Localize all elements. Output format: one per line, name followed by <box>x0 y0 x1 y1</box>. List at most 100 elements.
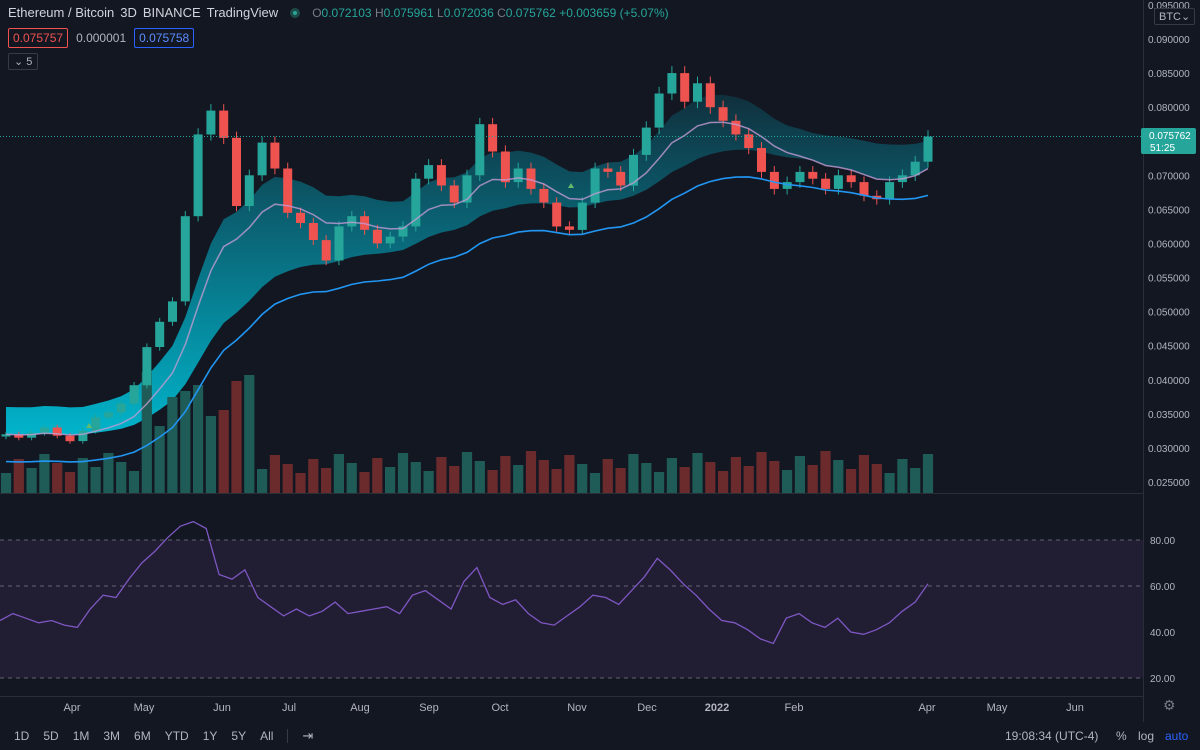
candle-body[interactable] <box>910 161 920 176</box>
candle-body[interactable] <box>693 83 702 102</box>
date-range-icon[interactable]: ⇥ <box>302 728 314 743</box>
candle-body[interactable] <box>372 229 382 244</box>
percent-toggle[interactable]: % <box>1116 729 1127 743</box>
candle-body[interactable] <box>846 175 856 183</box>
candle-body[interactable] <box>180 216 190 302</box>
market-status-icon[interactable] <box>290 7 301 18</box>
symbol-name[interactable]: Ethereum / Bitcoin <box>8 5 115 20</box>
candle-body[interactable] <box>885 182 895 200</box>
range-5y[interactable]: 5Y <box>231 729 247 743</box>
candle-body[interactable] <box>757 148 766 172</box>
candle-body[interactable] <box>129 385 139 404</box>
candle-body[interactable] <box>296 212 305 223</box>
range-3m[interactable]: 3M <box>103 729 121 743</box>
interval[interactable]: 3D <box>120 5 137 20</box>
range-5d[interactable]: 5D <box>43 729 59 743</box>
price-axis[interactable]: 0.0950000.0900000.0850000.0800000.075000… <box>1148 1 1190 489</box>
candle-body[interactable] <box>193 134 203 217</box>
candle-body[interactable] <box>552 202 562 227</box>
candle-body[interactable] <box>321 240 331 261</box>
candle-body[interactable] <box>308 223 318 240</box>
candle-body[interactable] <box>769 171 779 189</box>
candle-body[interactable] <box>219 110 229 138</box>
buy-button[interactable]: 0.075758 <box>134 28 195 48</box>
candle-body[interactable] <box>629 154 638 186</box>
candle-body[interactable] <box>270 142 280 169</box>
log-toggle[interactable]: log <box>1138 729 1155 743</box>
candle-body[interactable] <box>334 226 344 261</box>
rsi-indicator[interactable] <box>0 520 1143 679</box>
range-1y[interactable]: 1Y <box>202 729 218 743</box>
auto-toggle[interactable]: auto <box>1165 729 1189 743</box>
candle-body[interactable] <box>91 417 101 431</box>
candle-body[interactable] <box>244 175 254 206</box>
candle-body[interactable] <box>859 182 869 196</box>
range-1d[interactable]: 1D <box>14 729 30 743</box>
candle-body[interactable] <box>14 434 24 438</box>
price-pane[interactable] <box>0 0 1143 493</box>
candle-body[interactable] <box>500 151 510 183</box>
candle-body[interactable] <box>795 171 805 183</box>
candle-body[interactable] <box>513 168 523 183</box>
candle-body[interactable] <box>705 83 715 108</box>
candle-body[interactable] <box>603 168 613 172</box>
candle-body[interactable] <box>821 178 831 189</box>
candle-body[interactable] <box>449 185 459 203</box>
candle-body[interactable] <box>577 202 587 230</box>
candle-body[interactable] <box>667 73 677 94</box>
volume-bar <box>871 464 882 493</box>
range-ytd[interactable]: YTD <box>164 729 189 743</box>
clock[interactable]: 19:08:34 (UTC-4) <box>1005 729 1099 743</box>
candle-body[interactable] <box>39 427 49 434</box>
candle-body[interactable] <box>462 175 472 203</box>
indicators-collapse-button[interactable]: ⌄ 5 <box>8 53 39 70</box>
candle-body[interactable] <box>833 175 843 189</box>
candle-body[interactable] <box>616 171 626 186</box>
candle-body[interactable] <box>104 412 113 418</box>
candle-body[interactable] <box>1 434 11 437</box>
candle-body[interactable] <box>52 427 62 436</box>
candle-body[interactable] <box>206 110 216 135</box>
candle-body[interactable] <box>718 107 728 121</box>
sell-button[interactable]: 0.075757 <box>8 28 69 48</box>
candle-body[interactable] <box>65 435 75 442</box>
candle-body[interactable] <box>283 168 293 213</box>
candle-body[interactable] <box>232 137 241 206</box>
gear-icon[interactable]: ⚙ <box>1163 697 1176 713</box>
candle-body[interactable] <box>782 182 792 189</box>
range-1m[interactable]: 1M <box>72 729 90 743</box>
candle-body[interactable] <box>385 236 395 244</box>
candlestick-series[interactable] <box>1 66 933 444</box>
candle-body[interactable] <box>808 171 818 179</box>
candle-body[interactable] <box>142 347 152 386</box>
candle-body[interactable] <box>744 134 754 148</box>
volume-bar <box>525 451 537 493</box>
range-all[interactable]: All <box>260 729 274 743</box>
candle-body[interactable] <box>155 321 165 347</box>
candle-body[interactable] <box>257 142 267 176</box>
candle-body[interactable] <box>590 168 600 203</box>
candle-body[interactable] <box>680 73 690 102</box>
rsi-axis[interactable]: 80.00 60.00 40.00 20.00 <box>1150 536 1175 685</box>
candle-body[interactable] <box>436 165 446 186</box>
candle-body[interactable] <box>424 165 434 179</box>
candle-body[interactable] <box>411 178 421 227</box>
candle-body[interactable] <box>526 168 536 189</box>
candle-body[interactable] <box>78 430 88 442</box>
candle-body[interactable] <box>398 226 408 237</box>
currency-button[interactable]: BTC⌄ <box>1154 8 1196 25</box>
candle-body[interactable] <box>539 188 549 203</box>
candle-body[interactable] <box>116 403 126 413</box>
candle-body[interactable] <box>654 93 664 128</box>
candle-body[interactable] <box>475 124 485 176</box>
candle-body[interactable] <box>641 127 651 155</box>
candle-body[interactable] <box>168 301 177 322</box>
candle-body[interactable] <box>347 216 357 227</box>
candle-body[interactable] <box>731 120 741 135</box>
candle-body[interactable] <box>565 226 574 230</box>
time-axis[interactable]: Apr May Jun Jul Aug Sep Oct Nov Dec 2022 Feb Apr May… <box>63 702 1083 714</box>
range-6m[interactable]: 6M <box>134 729 151 743</box>
candle-body[interactable] <box>923 136 933 162</box>
candle-body[interactable] <box>488 124 498 152</box>
